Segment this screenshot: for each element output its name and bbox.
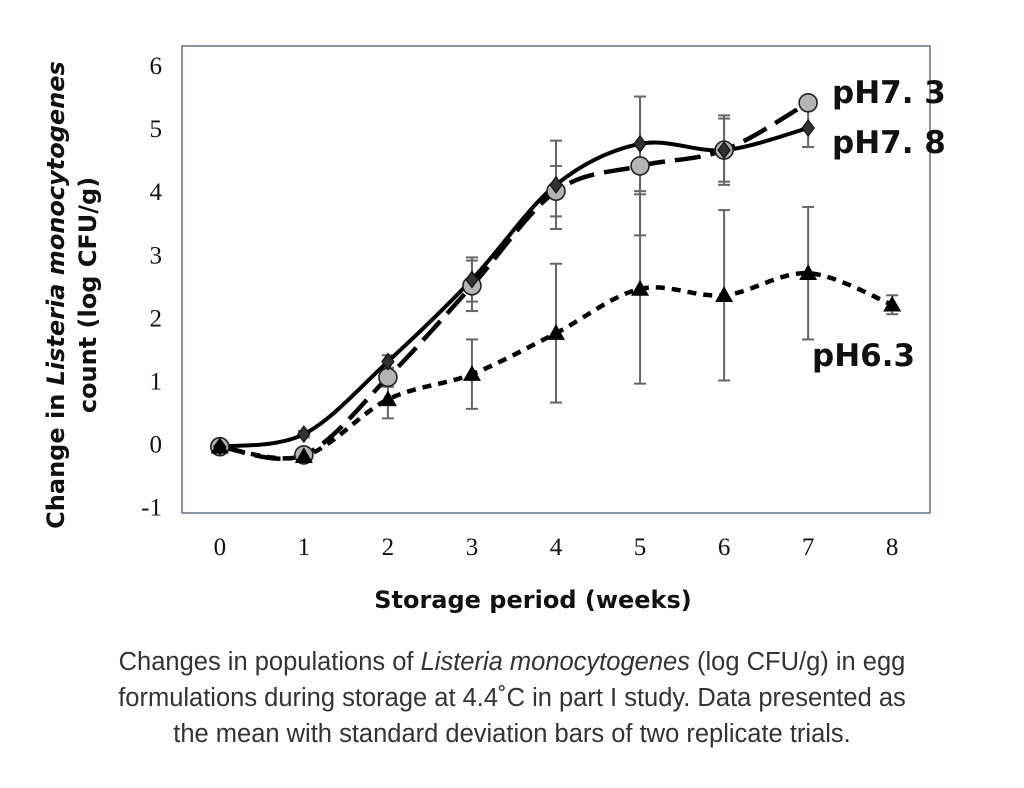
series-label-ph73: pH7. 3 xyxy=(832,75,946,111)
plot-content xyxy=(210,92,902,465)
caption-text-1: Changes in populations of xyxy=(118,648,421,676)
data-point-diamond xyxy=(633,134,647,153)
data-point-circle xyxy=(378,367,398,388)
x-tick-label: 7 xyxy=(802,534,815,561)
line-chart: 0 1 2 3 4 5 6 7 8 -1 0 1 2 3 4 5 6 Storage period (week… xyxy=(42,45,946,614)
data-point-triangle xyxy=(462,365,481,381)
y-tick-labels: -1 0 1 2 3 4 5 6 xyxy=(141,53,162,522)
y-tick-label: 4 xyxy=(150,179,163,206)
y-tick-label: 5 xyxy=(150,116,163,143)
data-point-triangle xyxy=(378,390,397,407)
y-tick-label: -1 xyxy=(141,495,162,522)
y-tick-label: 2 xyxy=(150,305,163,332)
x-tick-label: 4 xyxy=(550,534,563,561)
data-point-triangle xyxy=(294,447,313,463)
x-tick-label: 6 xyxy=(718,534,731,561)
caption-line-1: Changes in populations of Listeria monoc… xyxy=(20,644,1004,680)
y-tick-label: 1 xyxy=(150,368,163,395)
y-tick-label: 0 xyxy=(150,432,163,459)
data-point-diamond xyxy=(717,141,731,160)
figure-caption: Changes in populations of Listeria monoc… xyxy=(20,644,1004,752)
series-line xyxy=(219,126,809,449)
x-tick-label: 1 xyxy=(298,534,311,561)
x-tick-labels: 0 1 2 3 4 5 6 7 8 xyxy=(214,534,899,561)
x-tick-label: 2 xyxy=(382,534,395,561)
data-point-diamond xyxy=(801,119,815,138)
data-point-triangle xyxy=(547,324,565,340)
x-tick-label: 8 xyxy=(886,534,899,561)
data-point-circle xyxy=(630,156,650,176)
caption-text-2: (log CFU/g) in egg xyxy=(689,648,906,676)
data-point-circle xyxy=(798,92,818,113)
y-axis-title: Change in Listeria monocytogenes xyxy=(42,61,70,529)
x-tick-label: 0 xyxy=(214,534,227,561)
series-line xyxy=(219,100,810,461)
data-point-triangle xyxy=(210,437,229,454)
plot-frame xyxy=(181,45,931,514)
data-point-diamond xyxy=(465,270,479,289)
y-tick-label: 3 xyxy=(150,242,163,269)
data-point-triangle xyxy=(631,279,650,296)
data-point-triangle xyxy=(883,295,902,312)
x-tick-label: 5 xyxy=(634,534,647,561)
data-point-triangle xyxy=(799,264,818,280)
series-label-ph63: pH6.3 xyxy=(812,338,915,374)
data-point-triangle xyxy=(715,286,734,303)
x-axis-title: Storage period (weeks) xyxy=(374,586,692,614)
y-tick-label: 6 xyxy=(150,53,163,80)
caption-line-3: the mean with standard deviation bars of… xyxy=(173,720,851,748)
y-axis-title-line2: count (log CFU/g) xyxy=(74,177,102,413)
y-axis-title-prefix: Change in xyxy=(42,385,70,528)
data-point-diamond xyxy=(381,352,395,371)
series-label-ph78: pH7. 8 xyxy=(832,125,946,161)
data-point-diamond xyxy=(549,175,563,194)
caption-line-2: formulations during storage at 4.4˚C in … xyxy=(118,684,906,712)
caption-organism: Listeria monocytogenes xyxy=(420,648,690,676)
data-point-diamond xyxy=(297,425,311,444)
y-axis-title-organism: Listeria monocytogenes xyxy=(42,61,70,385)
x-tick-label: 3 xyxy=(466,534,479,561)
